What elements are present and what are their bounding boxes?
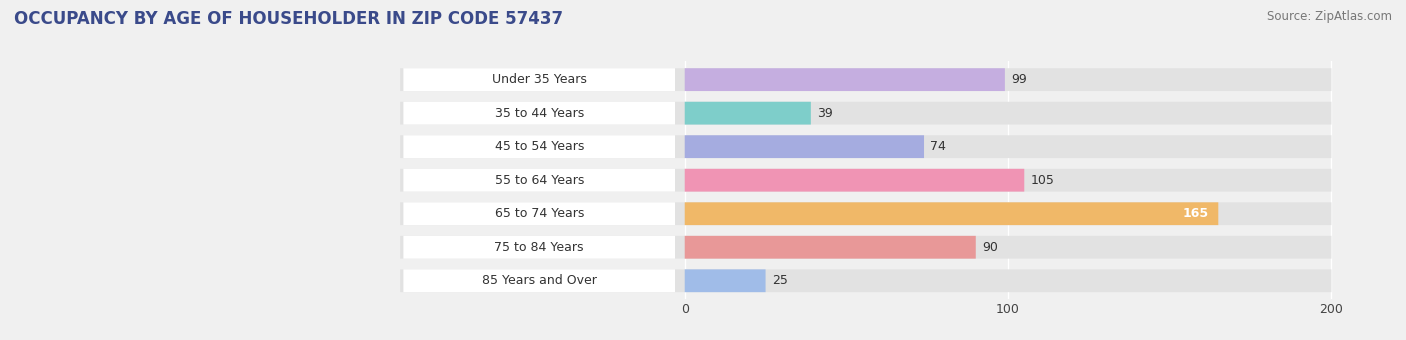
FancyBboxPatch shape <box>404 102 675 124</box>
Text: 35 to 44 Years: 35 to 44 Years <box>495 107 583 120</box>
FancyBboxPatch shape <box>404 236 675 259</box>
FancyBboxPatch shape <box>404 269 675 292</box>
FancyBboxPatch shape <box>685 68 1005 91</box>
Text: 165: 165 <box>1182 207 1209 220</box>
FancyBboxPatch shape <box>404 135 675 158</box>
Text: 75 to 84 Years: 75 to 84 Years <box>495 241 583 254</box>
FancyBboxPatch shape <box>685 135 924 158</box>
Text: 55 to 64 Years: 55 to 64 Years <box>495 174 583 187</box>
Text: 74: 74 <box>931 140 946 153</box>
FancyBboxPatch shape <box>685 169 1025 192</box>
Text: Under 35 Years: Under 35 Years <box>492 73 586 86</box>
Text: 39: 39 <box>817 107 834 120</box>
FancyBboxPatch shape <box>401 202 1331 225</box>
FancyBboxPatch shape <box>685 236 976 259</box>
Text: 25: 25 <box>772 274 787 287</box>
Text: 65 to 74 Years: 65 to 74 Years <box>495 207 583 220</box>
FancyBboxPatch shape <box>685 269 766 292</box>
FancyBboxPatch shape <box>404 202 675 225</box>
FancyBboxPatch shape <box>404 169 675 192</box>
Text: Source: ZipAtlas.com: Source: ZipAtlas.com <box>1267 10 1392 23</box>
FancyBboxPatch shape <box>404 68 675 91</box>
FancyBboxPatch shape <box>401 102 1331 124</box>
Text: 45 to 54 Years: 45 to 54 Years <box>495 140 583 153</box>
Text: 105: 105 <box>1031 174 1054 187</box>
FancyBboxPatch shape <box>401 269 1331 292</box>
Text: OCCUPANCY BY AGE OF HOUSEHOLDER IN ZIP CODE 57437: OCCUPANCY BY AGE OF HOUSEHOLDER IN ZIP C… <box>14 10 564 28</box>
FancyBboxPatch shape <box>401 169 1331 192</box>
FancyBboxPatch shape <box>401 68 1331 91</box>
Text: 99: 99 <box>1011 73 1028 86</box>
Text: 90: 90 <box>983 241 998 254</box>
FancyBboxPatch shape <box>685 102 811 124</box>
Text: 85 Years and Over: 85 Years and Over <box>482 274 596 287</box>
FancyBboxPatch shape <box>685 202 1218 225</box>
FancyBboxPatch shape <box>401 236 1331 259</box>
FancyBboxPatch shape <box>401 135 1331 158</box>
